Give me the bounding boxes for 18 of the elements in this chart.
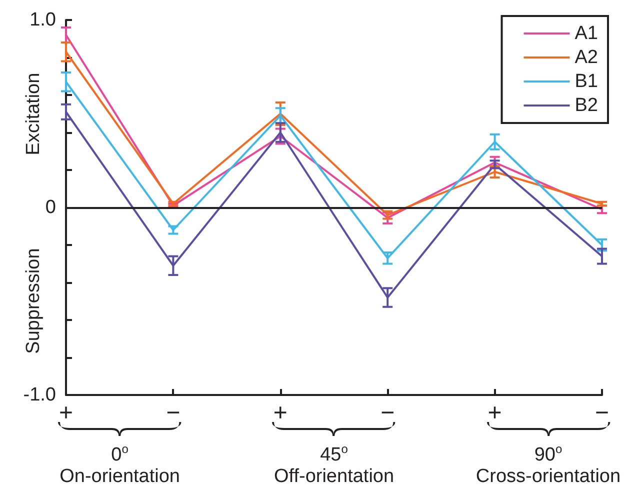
legend-label: B2 <box>574 95 598 116</box>
legend-label: B1 <box>574 71 598 92</box>
y-tick-label: 0 <box>45 197 56 218</box>
text: 90$^{o}$ Cross-orientation <box>476 441 621 488</box>
y-tick-label: 1.0 <box>30 10 56 30</box>
x-tick-label: − <box>594 400 610 426</box>
text: Suppression <box>23 248 45 354</box>
x-tick-label: + <box>273 400 288 426</box>
text: 45$^{o}$ Off-orientation <box>274 441 394 488</box>
x-tick-label: + <box>488 400 502 426</box>
legend-label: A1 <box>574 23 598 44</box>
legend-label: A2 <box>574 47 598 68</box>
x-tick-label: − <box>380 400 395 426</box>
y-axis-title: Excitation <box>23 72 45 155</box>
x-tick-label: + <box>58 400 74 426</box>
y-tick-label: -1.0 <box>23 384 56 406</box>
text: 0$^{o}$ On-orientation <box>60 441 180 488</box>
x-tick-label: − <box>166 400 180 426</box>
